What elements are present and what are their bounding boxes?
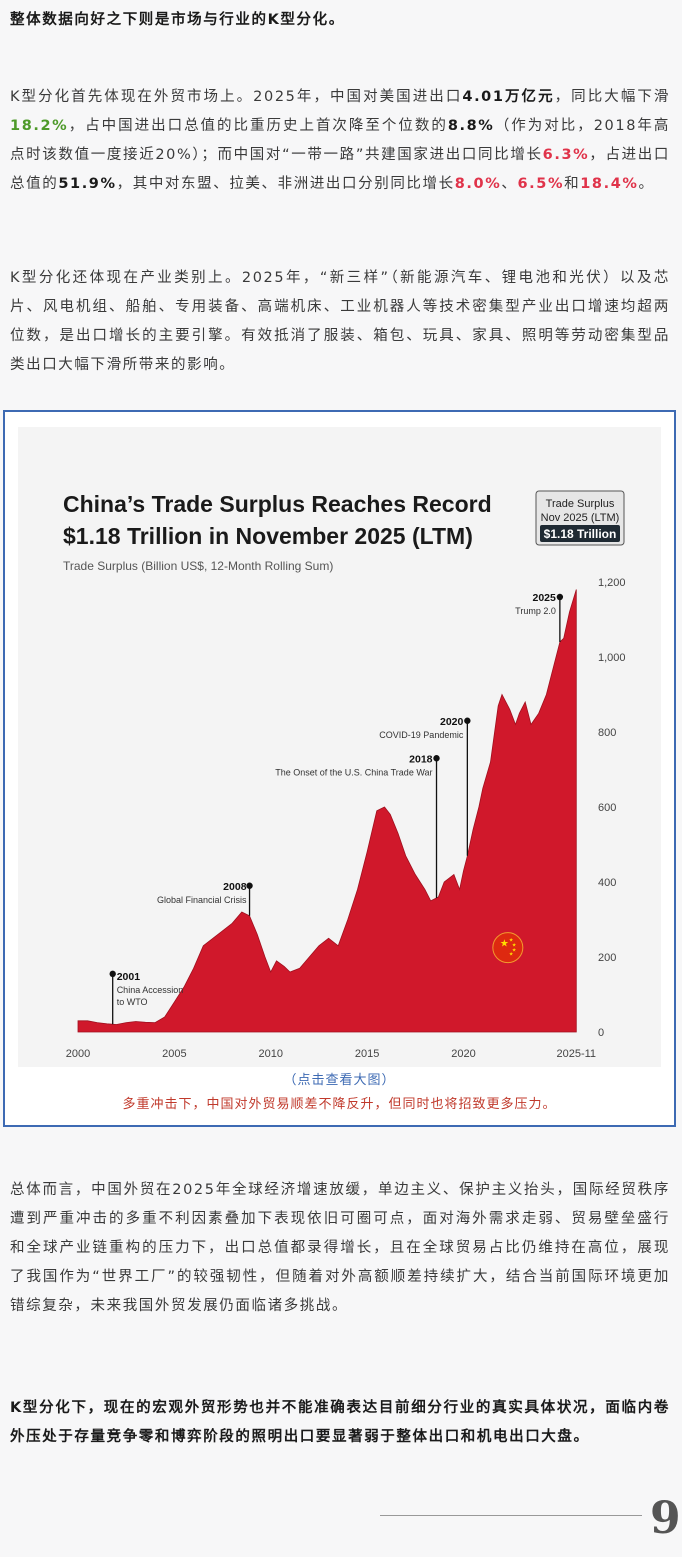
annotation-label: to WTO: [117, 997, 148, 1007]
china-flag-icon: [492, 932, 524, 964]
annotation-year: 2008: [223, 881, 247, 893]
paragraph-intro: 整体数据向好之下则是市场与行业的K型分化。: [10, 6, 670, 35]
y-tick-label: 600: [598, 802, 616, 814]
text-segment: 和: [564, 176, 581, 192]
intro-text: 整体数据向好之下则是市场与行业的K型分化。: [10, 12, 345, 28]
annotation-dot: [556, 593, 564, 601]
x-tick-label: 2005: [162, 1048, 186, 1060]
text-segment: （作为对比，2018年高点时该数值一度接近20%）；而中国对“一带一路”共建国家…: [10, 118, 670, 163]
badge-value: $1.18 Trillion: [544, 527, 617, 541]
x-tick-label: 2000: [66, 1048, 90, 1060]
value-bri-share: 51.9%: [58, 176, 117, 192]
flag-star-icon: ★: [512, 943, 517, 949]
view-larger-link[interactable]: （点击查看大图）: [283, 1073, 396, 1088]
annotation-year: 2018: [409, 753, 433, 765]
value-us-trade: 4.01万亿元: [462, 89, 555, 105]
annotation-year: 2025: [533, 592, 557, 604]
x-tick-label: 2015: [355, 1048, 379, 1060]
trade-surplus-area: [77, 589, 577, 1033]
y-tick-label: 0: [598, 1027, 604, 1039]
annotation-dot: [433, 755, 440, 762]
x-tick-label: 2010: [259, 1048, 283, 1060]
value-africa: 18.4%: [580, 176, 639, 192]
annotation-label: China Accession: [117, 985, 184, 995]
chart-subtitle: Trade Surplus (Billion US$, 12-Month Rol…: [63, 559, 333, 573]
paragraph-market: K型分化首先体现在外贸市场上。2025年，中国对美国进出口4.01万亿元，同比大…: [10, 83, 670, 199]
annotation-label: Trump 2.0: [515, 606, 556, 616]
trade-surplus-chart: China’s Trade Surplus Reaches Record $1.1…: [63, 490, 626, 1060]
paragraph-summary: 总体而言，中国外贸在2025年全球经济增速放缓，单边主义、保护主义抬头，国际经贸…: [10, 1182, 670, 1314]
flag-star-icon: ★: [509, 938, 514, 944]
chart-title-line2: $1.18 Trillion in November 2025 (LTM): [63, 523, 473, 549]
chart-title-line1: China’s Trade Surplus Reaches Record: [63, 491, 492, 517]
annotation-dot: [109, 970, 116, 978]
paragraph-industry: K型分化还体现在产业类别上。2025年，“新三样”（新能源汽车、锂电池和光伏）以…: [10, 270, 670, 373]
closing-quote-icon: 99: [650, 1493, 682, 1544]
y-tick-label: 400: [598, 877, 616, 889]
y-tick-label: 1,000: [598, 652, 626, 664]
text-segment: 、: [501, 176, 518, 192]
value-asean: 8.0%: [454, 176, 502, 192]
flag-star-icon: ★: [512, 948, 517, 954]
badge-value-bg: [540, 525, 620, 542]
quote-divider: [380, 1515, 642, 1516]
y-tick-label: 200: [598, 952, 616, 964]
text-segment: ，同比大幅下滑: [554, 89, 671, 105]
annotation-dot: [464, 717, 471, 724]
annotation-label: The Onset of the U.S. China Trade War: [275, 767, 432, 777]
chart-container[interactable]: China’s Trade Surplus Reaches Record $1.1…: [18, 427, 661, 1067]
annotation-year: 2020: [440, 716, 464, 728]
text-segment: K型分化首先体现在外贸市场上。2025年，中国对美国进出口: [10, 89, 463, 105]
text-segment: ，其中对东盟、拉美、非洲进出口分别同比增长: [116, 176, 455, 192]
figure-frame: China’s Trade Surplus Reaches Record $1.1…: [3, 410, 676, 1127]
x-tick-label: 2020: [451, 1048, 475, 1060]
flag-star-icon: ★: [509, 952, 514, 958]
y-tick-label: 800: [598, 727, 616, 739]
x-tick-label: 2025-11: [556, 1048, 596, 1060]
value-share: 8.8%: [447, 118, 495, 134]
annotation-label: COVID-19 Pandemic: [379, 730, 464, 740]
text-segment: ，占中国进出口总值的比重历史上首次降至个位数的: [68, 118, 448, 134]
annotation-year: 2001: [117, 971, 141, 983]
value-decline: 18.2%: [10, 118, 69, 134]
badge-line1: Trade Surplus: [546, 498, 615, 510]
annotation-label: Global Financial Crisis: [157, 895, 247, 905]
value-bri-growth: 6.3%: [542, 147, 590, 163]
text-segment: ，占进出口总值的: [10, 147, 671, 192]
text-segment: 。: [638, 176, 655, 192]
flag-star-icon: ★: [500, 939, 509, 950]
badge-line2: Nov 2025 (LTM): [541, 512, 620, 524]
paragraph-conclusion: K型分化下，现在的宏观外贸形势也并不能准确表达目前细分行业的真实具体状况，面临内…: [10, 1400, 670, 1445]
y-tick-label: 1,200: [598, 577, 626, 589]
value-latam: 6.5%: [517, 176, 565, 192]
annotation-dot: [246, 882, 253, 889]
figure-caption: 多重冲击下，中国对外贸易顺差不降反升，但同时也将招致更多压力。: [122, 1097, 557, 1112]
